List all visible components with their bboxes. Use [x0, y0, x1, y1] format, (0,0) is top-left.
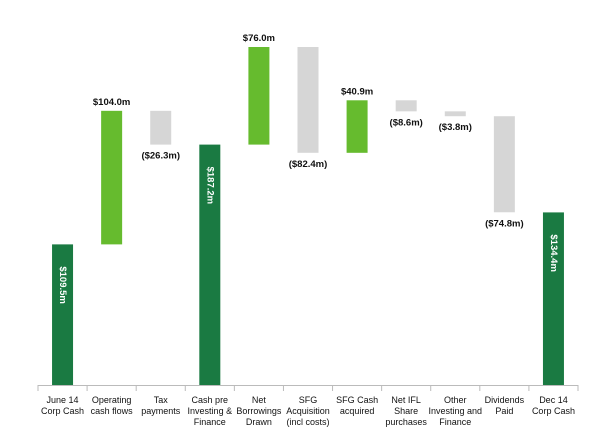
bar [248, 47, 270, 145]
x-tick-label: Net IFL Share purchases [385, 395, 427, 427]
bar [542, 212, 564, 385]
bar [297, 47, 319, 153]
x-tick-label-line: Finance [194, 417, 226, 427]
bar [101, 110, 123, 245]
x-tick-label: Net Borrowings Drawn [236, 395, 282, 427]
x-tick-label-line: Dec 14 [539, 395, 568, 405]
x-tick-label-line: Borrowings [236, 406, 282, 416]
x-tick-label: June 14 Corp Cash [41, 395, 84, 416]
bar [346, 100, 368, 153]
x-tick-label-line: cash flows [91, 406, 134, 416]
bar [493, 116, 515, 213]
x-tick-label-line: SFG [299, 395, 318, 405]
value-label: ($82.4m) [289, 159, 328, 170]
x-tick-label-line: purchases [385, 417, 427, 427]
value-label: ($3.8m) [439, 122, 472, 133]
x-tick-label: Tax payments [141, 395, 181, 416]
value-label: $104.0m [93, 97, 131, 108]
x-tick-label-line: Investing and [428, 406, 482, 416]
x-tick-label: Dec 14 Corp Cash [532, 395, 575, 416]
x-tick-label-line: payments [141, 406, 181, 416]
value-label: $76.0m [243, 33, 275, 44]
bar [52, 244, 74, 385]
bar [395, 100, 417, 112]
x-tick-label-line: June 14 [47, 395, 79, 405]
value-label: ($26.3m) [141, 151, 180, 162]
x-tick-label-line: Tax [154, 395, 169, 405]
x-tick-label-line: Operating [92, 395, 132, 405]
x-tick-label-line: (incl costs) [286, 417, 329, 427]
bar [199, 144, 221, 385]
value-label: $40.9m [341, 86, 373, 97]
x-tick-label-line: acquired [340, 406, 375, 416]
x-tick-label: Dividends Paid [485, 395, 525, 416]
x-tick-label-line: Corp Cash [532, 406, 575, 416]
x-tick-label-line: Dividends [485, 395, 525, 405]
x-tick-label: Other Investing and Finance [428, 395, 482, 427]
value-label: $187.2m [204, 167, 215, 205]
x-tick-label-line: Drawn [246, 417, 272, 427]
x-tick-label: SFG Acquisition (incl costs) [286, 395, 330, 427]
x-tick-label-line: SFG Cash [336, 395, 378, 405]
x-tick-label-line: Investing & [188, 406, 233, 416]
value-label: ($8.6m) [390, 117, 423, 128]
x-tick-label-line: Net [252, 395, 267, 405]
value-label: $134.4m [548, 234, 559, 272]
x-tick-label-line: Other [444, 395, 467, 405]
x-tick-label: SFG Cash acquired [336, 395, 378, 416]
x-tick-label: Operating cash flows [91, 395, 134, 416]
bar [444, 111, 466, 117]
bar [150, 110, 172, 145]
x-tick-label-line: Finance [439, 417, 471, 427]
x-tick-label-line: Paid [495, 406, 513, 416]
x-tick-label: Cash pre Investing & Finance [188, 395, 233, 427]
value-label: ($74.8m) [485, 218, 524, 229]
x-tick-label-line: Cash pre [192, 395, 229, 405]
value-label: $109.5m [57, 266, 68, 304]
x-tick-label-line: Corp Cash [41, 406, 84, 416]
x-tick-label-line: Share [394, 406, 418, 416]
x-tick-label-line: Acquisition [286, 406, 330, 416]
x-tick-label-line: Net IFL [391, 395, 421, 405]
